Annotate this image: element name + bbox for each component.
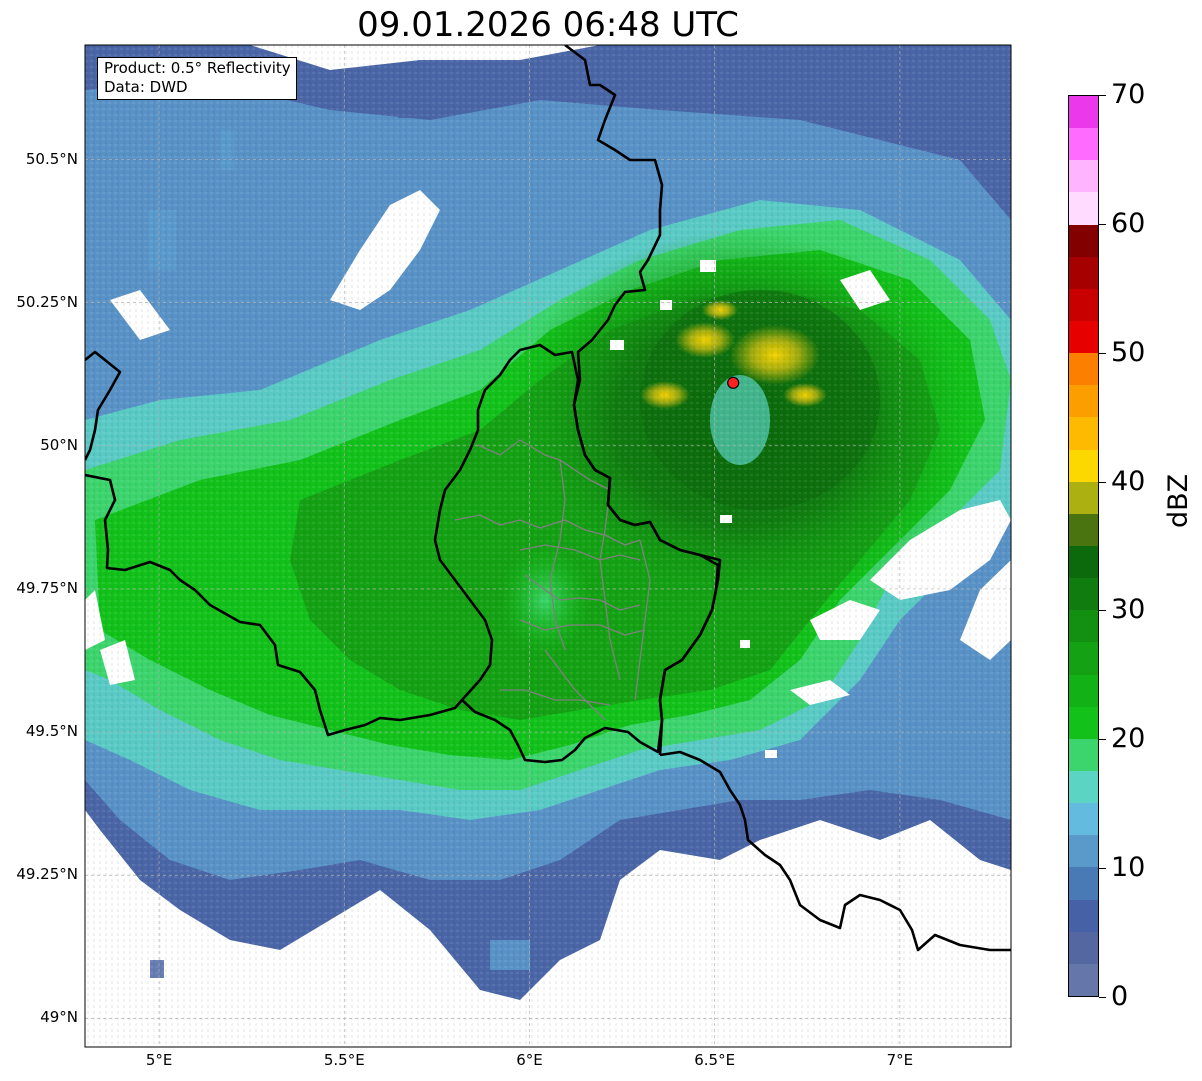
colorbar-segment bbox=[1069, 578, 1098, 611]
colorbar-segment bbox=[1069, 449, 1098, 482]
boundaries bbox=[85, 45, 1011, 952]
lat-tick-label: 49.5°N bbox=[25, 722, 78, 741]
colorbar-tick-label: 40 bbox=[1111, 465, 1146, 497]
colorbar-segment bbox=[1069, 288, 1098, 322]
colorbar-segment bbox=[1069, 771, 1098, 804]
colorbar-segment bbox=[1069, 706, 1098, 739]
colorbar-tick-mark bbox=[1099, 997, 1106, 998]
colorbar-tick-label: 70 bbox=[1111, 79, 1146, 110]
colorbar-unit-label: dBZ bbox=[1163, 473, 1194, 528]
colorbar-tick-mark bbox=[1099, 868, 1106, 870]
info-box: Product: 0.5° Reflectivity Data: DWD bbox=[97, 57, 297, 100]
colorbar-tick-label: 60 bbox=[1111, 207, 1146, 239]
colorbar-segment bbox=[1069, 192, 1098, 225]
lat-tick-label: 50.25°N bbox=[16, 292, 78, 311]
colorbar-tick-mark bbox=[1099, 352, 1106, 354]
colorbar-tick-label: 0 bbox=[1111, 981, 1129, 1012]
map-frame bbox=[84, 44, 1012, 1048]
colorbar-segment bbox=[1069, 674, 1098, 707]
lat-tick-label: 49.25°N bbox=[16, 865, 78, 884]
gridlines bbox=[85, 45, 1011, 1047]
colorbar bbox=[1068, 95, 1099, 997]
colorbar-segment bbox=[1069, 867, 1098, 900]
colorbar-segment bbox=[1069, 642, 1098, 675]
colorbar-segment bbox=[1069, 417, 1098, 450]
colorbar-segment bbox=[1069, 513, 1098, 547]
colorbar-segment bbox=[1069, 224, 1098, 257]
page-title: 09.01.2026 06:48 UTC bbox=[357, 5, 739, 45]
colorbar-tick-label: 50 bbox=[1111, 336, 1146, 368]
colorbar-segment bbox=[1069, 128, 1098, 161]
info-product: Product: 0.5° Reflectivity bbox=[104, 59, 291, 77]
colorbar-tick-label: 20 bbox=[1111, 723, 1146, 755]
colorbar-segment bbox=[1069, 385, 1098, 418]
lon-tick-label: 5°E bbox=[145, 1051, 173, 1069]
admin-boundaries bbox=[454, 439, 651, 721]
colorbar-tick-mark bbox=[1099, 95, 1106, 96]
colorbar-segment bbox=[1069, 931, 1098, 964]
colorbar-tick-mark bbox=[1099, 610, 1106, 612]
colorbar-segment bbox=[1069, 353, 1098, 386]
lon-tick-label: 6°E bbox=[516, 1051, 543, 1069]
colorbar-segment bbox=[1069, 738, 1098, 772]
colorbar-tick-mark bbox=[1099, 481, 1106, 483]
colorbar-tick-mark bbox=[1099, 739, 1106, 741]
lat-tick-label: 50°N bbox=[40, 435, 78, 454]
lon-tick-label: 7°E bbox=[886, 1051, 914, 1069]
colorbar-tick-mark bbox=[1099, 223, 1106, 225]
lat-tick-label: 50.5°N bbox=[25, 149, 78, 168]
lon-tick-label: 5.5°E bbox=[323, 1051, 365, 1069]
colorbar-segment bbox=[1069, 899, 1098, 932]
info-source: Data: DWD bbox=[104, 78, 188, 96]
lat-tick-label: 49.75°N bbox=[16, 578, 78, 597]
colorbar-segment bbox=[1069, 803, 1098, 836]
radar-site-marker[interactable] bbox=[727, 376, 740, 389]
lon-tick-label: 6.5°E bbox=[694, 1051, 736, 1069]
colorbar-segment bbox=[1069, 610, 1098, 643]
colorbar-segment bbox=[1069, 481, 1098, 514]
colorbar-segment bbox=[1069, 546, 1098, 579]
colorbar-segment bbox=[1069, 256, 1098, 289]
reflectivity-field bbox=[85, 45, 1011, 1047]
lat-tick-label: 49°N bbox=[40, 1008, 78, 1027]
colorbar-segment bbox=[1069, 160, 1098, 193]
national-borders bbox=[85, 45, 1011, 952]
colorbar-tick-label: 30 bbox=[1111, 594, 1146, 626]
colorbar-segment bbox=[1069, 963, 1098, 996]
colorbar-segment bbox=[1069, 321, 1098, 354]
colorbar-segment bbox=[1069, 835, 1098, 868]
colorbar-segment bbox=[1069, 96, 1098, 129]
colorbar-tick-label: 10 bbox=[1111, 852, 1146, 884]
